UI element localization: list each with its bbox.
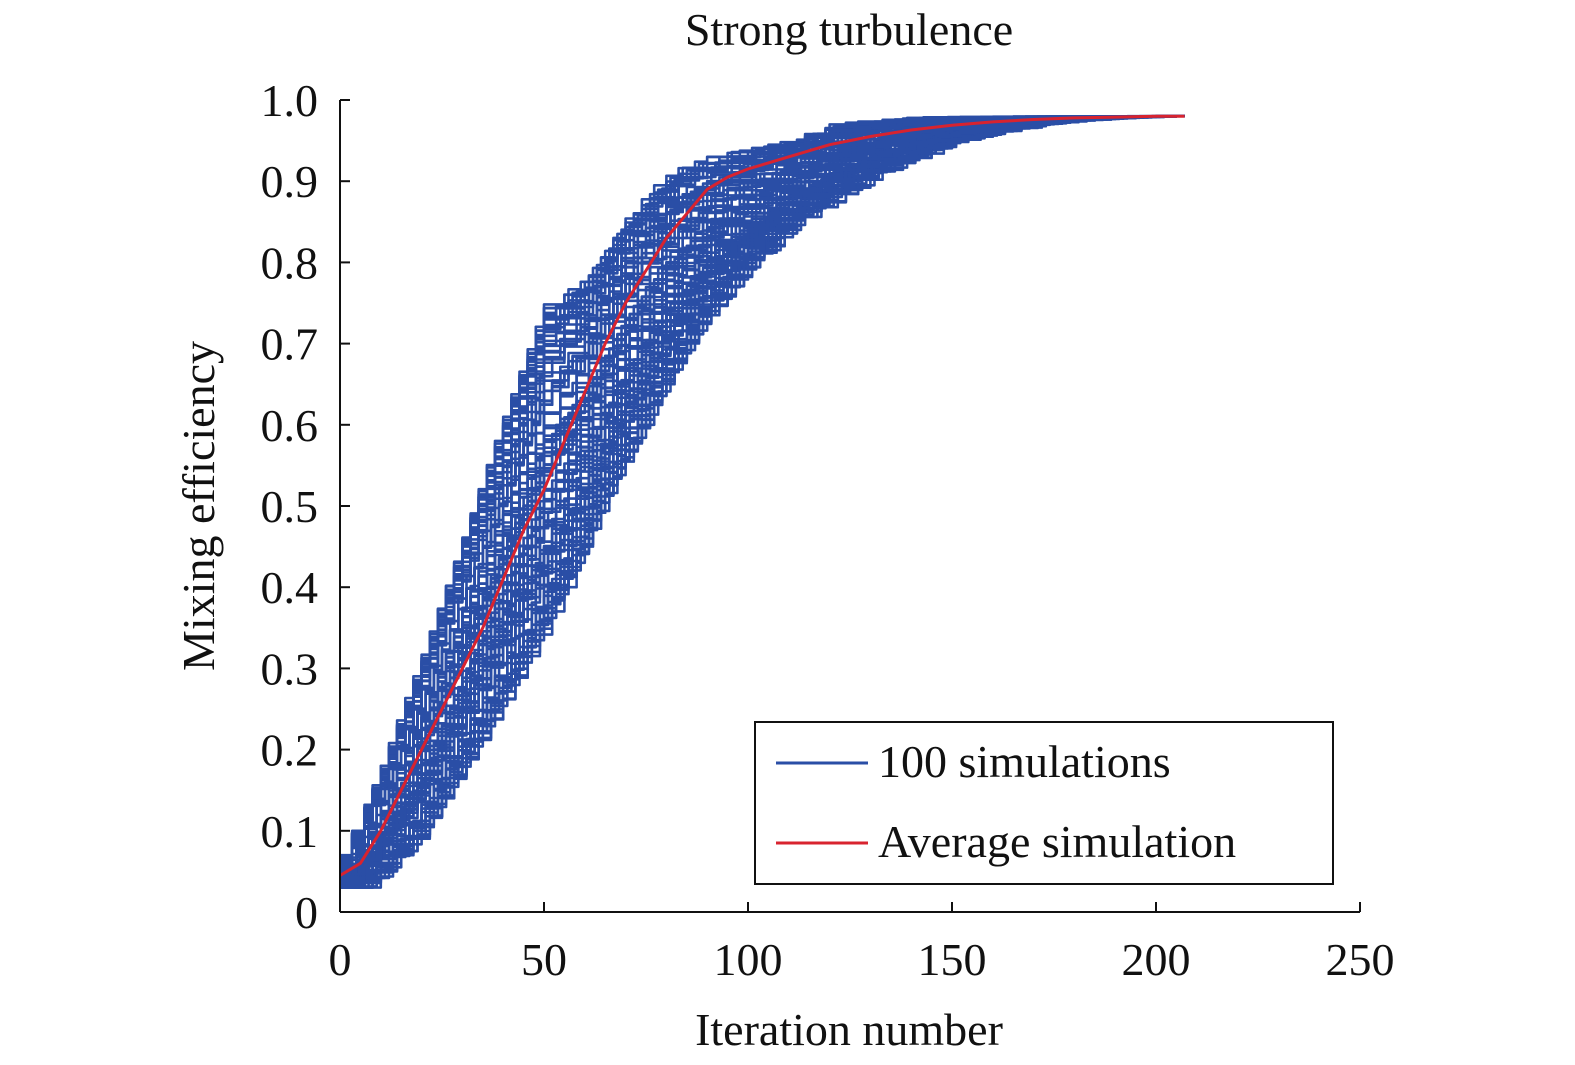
simulation-line <box>340 114 1185 882</box>
legend-label-simulations: 100 simulations <box>878 736 1171 787</box>
x-tick-label: 250 <box>1326 934 1395 985</box>
y-axis-title: Mixing efficiency <box>173 341 224 671</box>
y-tick-label: 0.2 <box>261 725 319 776</box>
y-tick-label: 0.7 <box>261 319 319 370</box>
y-tick-label: 0.6 <box>261 400 319 451</box>
y-tick-label: 0.9 <box>261 156 319 207</box>
x-tick-label: 50 <box>521 934 567 985</box>
simulation-line <box>340 114 1185 889</box>
legend-label-average: Average simulation <box>878 816 1236 867</box>
y-tick-label: 0.5 <box>261 481 319 532</box>
x-ticks: 0 50 100 150 200 250 <box>329 902 1395 985</box>
x-tick-label: 150 <box>918 934 987 985</box>
y-tick-label: 0.1 <box>261 806 319 857</box>
x-tick-label: 100 <box>714 934 783 985</box>
x-tick-label: 200 <box>1122 934 1191 985</box>
chart-title: Strong turbulence <box>685 4 1013 55</box>
y-tick-label: 0.8 <box>261 237 319 288</box>
y-tick-label: 0.4 <box>261 562 319 613</box>
average-line <box>339 114 1185 877</box>
y-tick-label: 0 <box>295 887 318 938</box>
simulation-line <box>340 114 1185 868</box>
simulation-line <box>340 114 1185 862</box>
y-ticks: 0 0.1 0.2 0.3 0.4 0.5 0.6 0.7 0.8 0.9 1.0 <box>261 75 350 938</box>
x-tick-label: 0 <box>329 934 352 985</box>
x-axis-title: Iteration number <box>695 1004 1003 1055</box>
legend-box <box>754 721 1334 885</box>
y-tick-label: 0.3 <box>261 643 319 694</box>
legend: 100 simulations Average simulation <box>754 721 1334 885</box>
y-tick-label: 1.0 <box>261 75 319 126</box>
plot-area <box>339 114 1185 889</box>
